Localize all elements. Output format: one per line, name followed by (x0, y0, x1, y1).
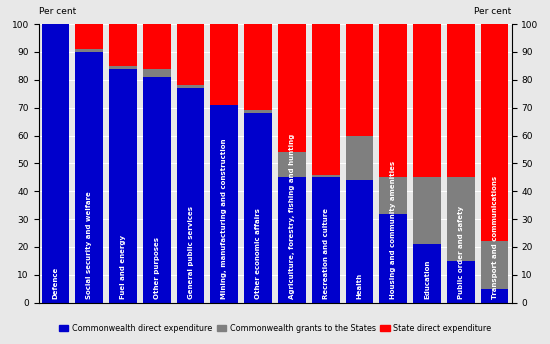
Bar (379, 178, 407, 214)
Bar (312, 178, 339, 303)
Text: Social security and welfare: Social security and welfare (86, 191, 92, 299)
Bar (109, 24, 137, 66)
Bar (413, 178, 441, 244)
Bar (75, 52, 103, 303)
Bar (379, 24, 407, 178)
Bar (143, 77, 170, 303)
Bar (447, 178, 475, 261)
Text: Health: Health (356, 272, 362, 299)
Text: Recreation and culture: Recreation and culture (323, 207, 329, 299)
Bar (244, 110, 272, 113)
Text: Other economic affairs: Other economic affairs (255, 208, 261, 299)
Bar (481, 289, 508, 303)
Bar (143, 69, 170, 77)
Bar (312, 174, 339, 178)
Bar (379, 214, 407, 303)
Bar (244, 113, 272, 303)
Bar (177, 88, 205, 303)
Text: Housing and community amenities: Housing and community amenities (390, 160, 396, 299)
Bar (278, 152, 306, 178)
Text: Mining, manufacturing and construction: Mining, manufacturing and construction (221, 138, 227, 299)
Bar (42, 24, 69, 303)
Bar (75, 24, 103, 49)
Bar (413, 24, 441, 178)
Bar (447, 24, 475, 178)
Text: Per cent: Per cent (474, 7, 512, 16)
Text: Transport and communications: Transport and communications (492, 175, 498, 299)
Text: Defence: Defence (52, 266, 58, 299)
Bar (278, 178, 306, 303)
Text: Per cent: Per cent (39, 7, 76, 16)
Bar (211, 24, 238, 105)
Text: Agriculture, forestry, fishing and hunting: Agriculture, forestry, fishing and hunti… (289, 133, 295, 299)
Bar (481, 241, 508, 289)
Legend: Commonwealth direct expenditure, Commonwealth grants to the States, State direct: Commonwealth direct expenditure, Commonw… (56, 321, 494, 336)
Bar (75, 49, 103, 52)
Bar (143, 24, 170, 69)
Bar (177, 24, 205, 85)
Bar (109, 66, 137, 69)
Text: Education: Education (424, 259, 430, 299)
Text: Public order and safety: Public order and safety (458, 205, 464, 299)
Text: General public services: General public services (188, 206, 194, 299)
Text: Fuel and energy: Fuel and energy (120, 234, 126, 299)
Bar (312, 24, 339, 174)
Bar (244, 24, 272, 110)
Bar (345, 136, 373, 180)
Bar (345, 24, 373, 136)
Bar (447, 261, 475, 303)
Text: Other purposes: Other purposes (154, 237, 160, 299)
Bar (413, 244, 441, 303)
Bar (177, 85, 205, 88)
Bar (345, 180, 373, 303)
Bar (109, 69, 137, 303)
Bar (278, 24, 306, 152)
Bar (211, 105, 238, 303)
Bar (481, 24, 508, 241)
